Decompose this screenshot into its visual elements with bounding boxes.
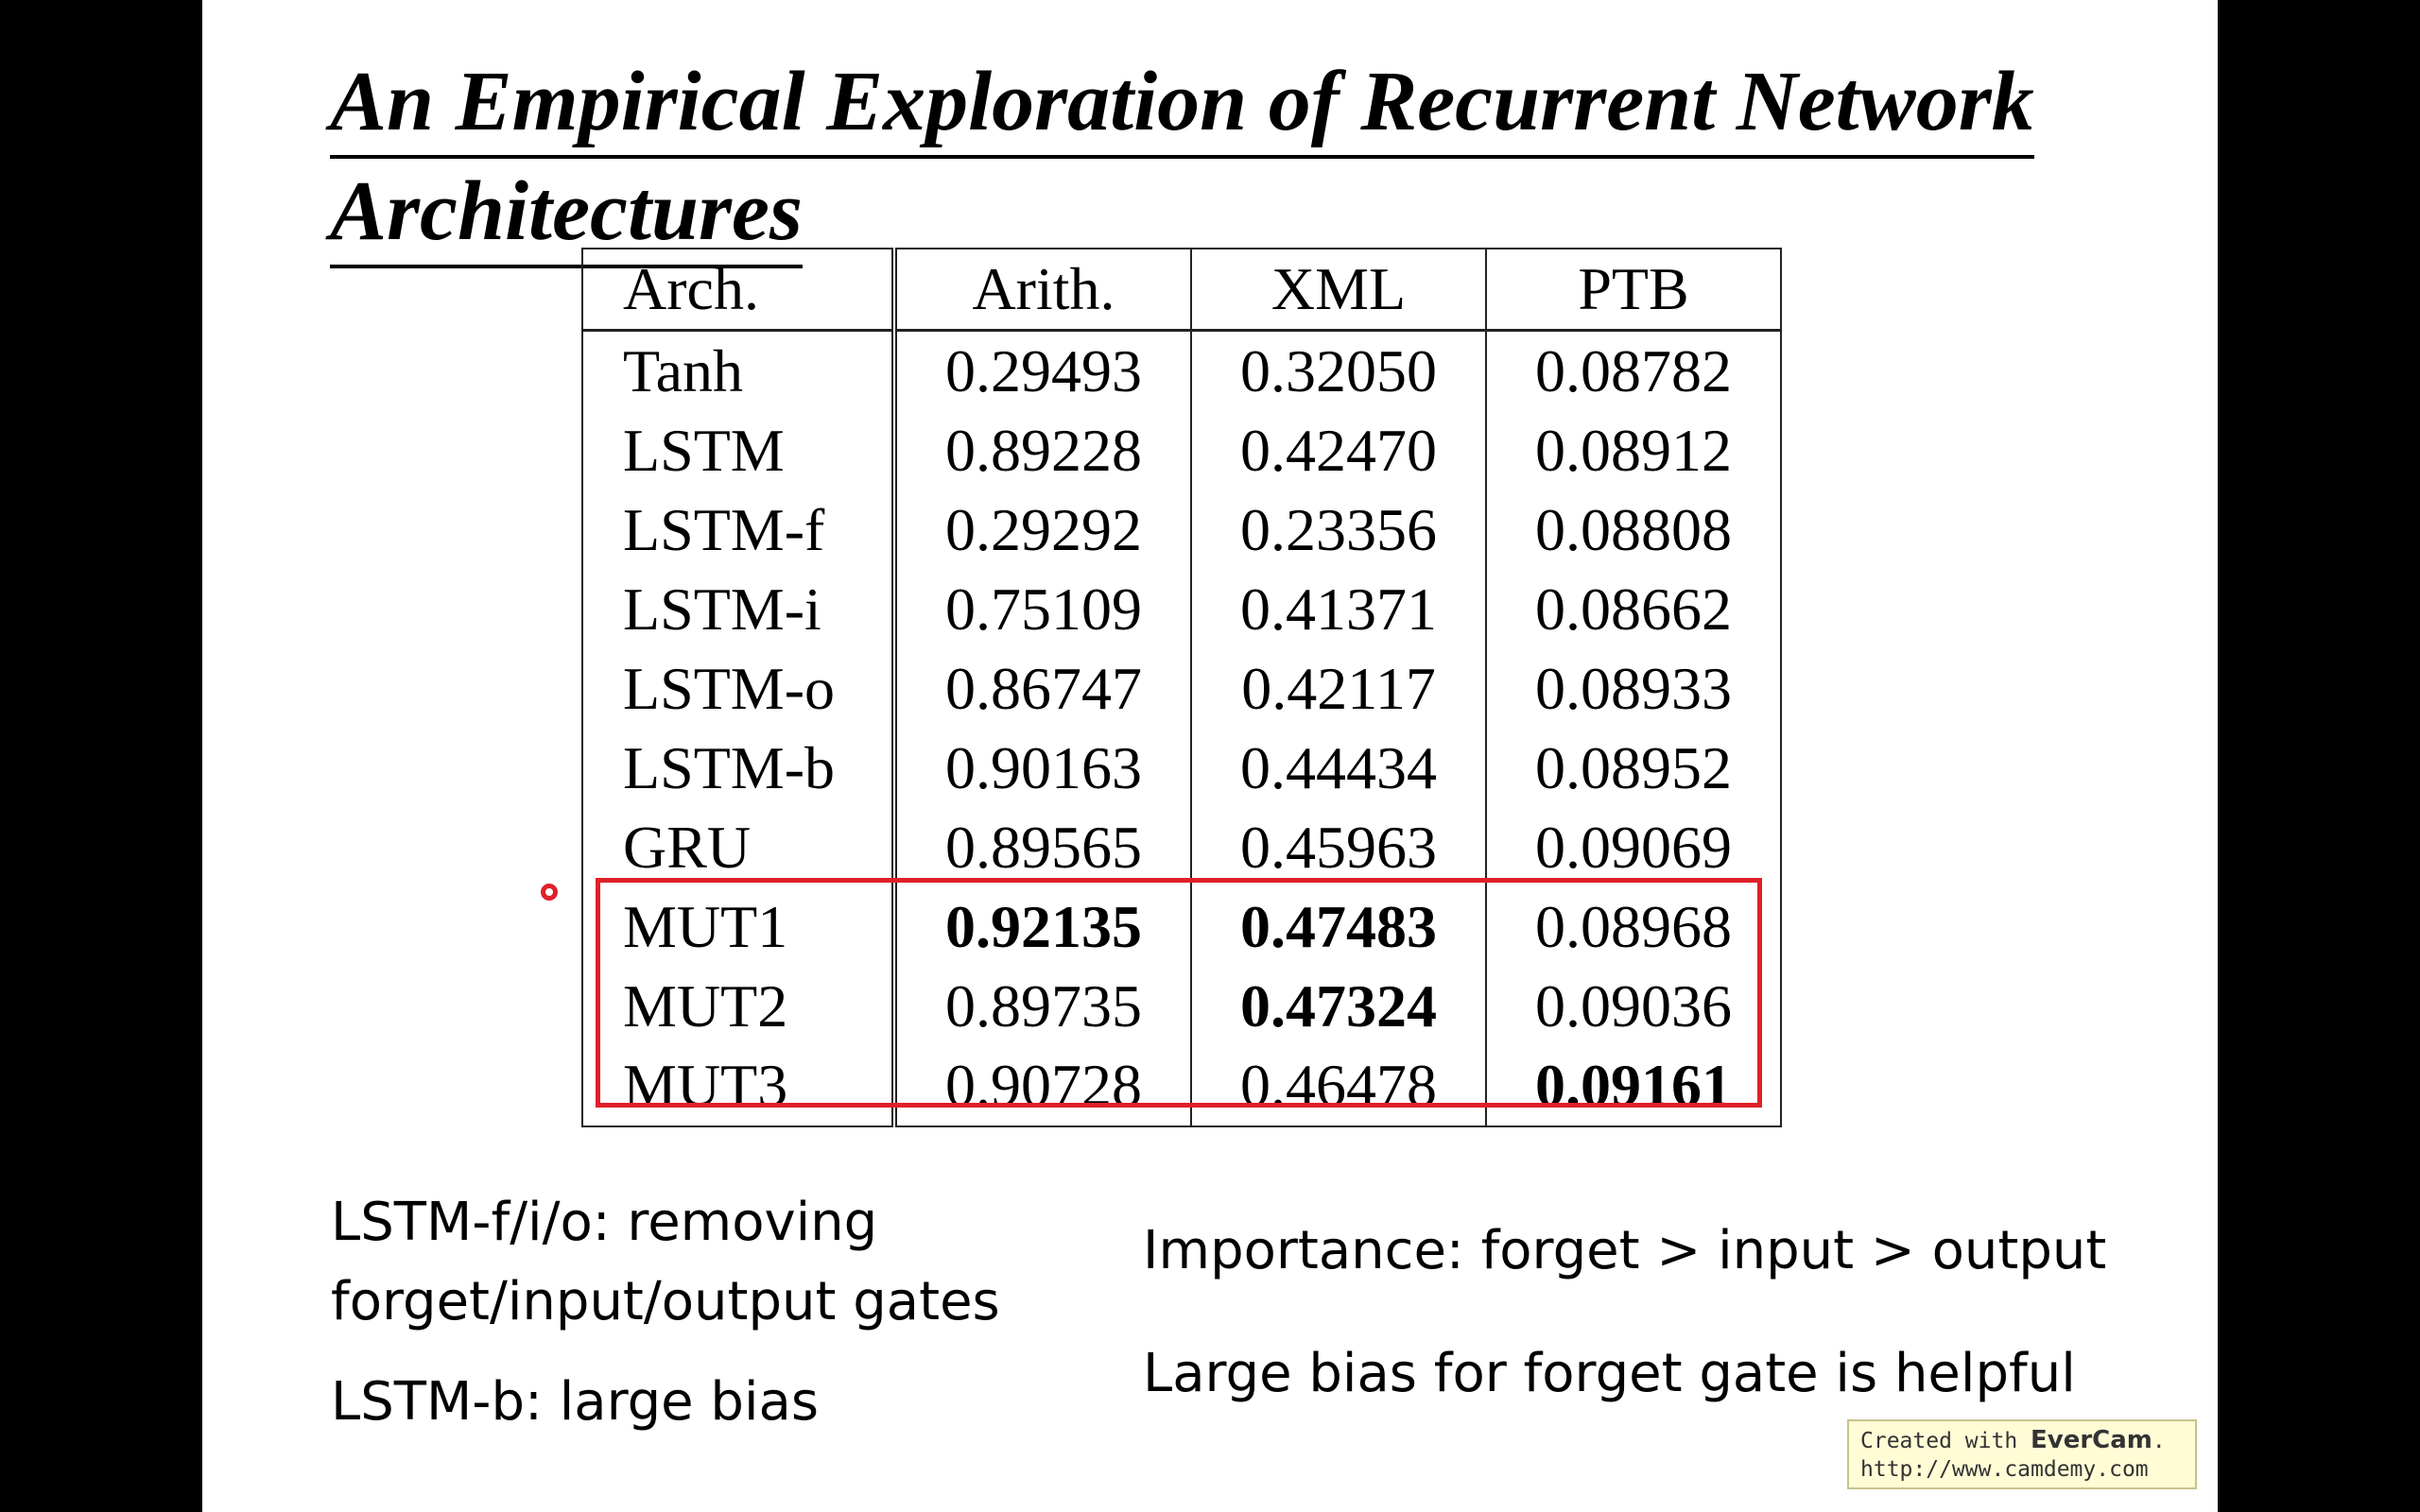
cell-arch: LSTM-o [582,649,897,729]
table-row: LSTM-f 0.29292 0.23356 0.08808 [582,490,1781,570]
note-lstm-bias: LSTM-b: large bias [331,1371,820,1433]
table-row: LSTM-b 0.90163 0.44434 0.08952 [582,729,1781,808]
table-row: Tanh 0.29493 0.32050 0.08782 [582,330,1781,411]
watermark-prefix: Created with [1860,1429,2031,1453]
table-row: GRU 0.89565 0.45963 0.09069 [582,808,1781,887]
watermark-url: http://www.camdemy.com [1860,1457,2149,1482]
table-row: LSTM 0.89228 0.42470 0.08912 [582,411,1781,490]
cell-ptb: 0.08968 [1485,887,1781,967]
table-row: MUT2 0.89735 0.47324 0.09036 [582,967,1781,1046]
slide-title: An Empirical Exploration of Recurrent Ne… [330,49,2126,268]
note-lstm-gates-line-1: LSTM-f/i/o: removing [331,1192,878,1253]
watermark-suffix: . [2152,1429,2166,1453]
cell-xml: 0.47483 [1190,887,1486,967]
cell-xml: 0.32050 [1190,330,1486,411]
cell-xml: 0.23356 [1190,490,1486,570]
cell-ptb: 0.09069 [1485,808,1781,887]
cell-xml: 0.42117 [1190,649,1486,729]
note-lstm-gates: LSTM-f/i/o: removing forget/input/output… [331,1183,1000,1342]
pointer-dot-icon [541,884,558,901]
table-row: LSTM-o 0.86747 0.42117 0.08933 [582,649,1781,729]
cell-xml: 0.42470 [1190,411,1486,490]
cell-ptb: 0.08782 [1485,330,1781,411]
header-xml: XML [1190,249,1486,332]
note-forget-bias: Large bias for forget gate is helpful [1143,1343,2076,1404]
slide: An Empirical Exploration of Recurrent Ne… [202,0,2218,1512]
table-header-row: Arch. Arith. XML PTB [582,249,1781,332]
title-line-1: An Empirical Exploration of Recurrent Ne… [330,49,2034,159]
table-row: MUT1 0.92135 0.47483 0.08968 [582,887,1781,967]
cell-arch: LSTM-b [582,729,897,808]
cell-arch: LSTM [582,411,897,490]
cell-arith: 0.92135 [945,893,1142,960]
cell-arch: MUT1 [582,887,897,967]
cell-ptb: 0.08952 [1485,729,1781,808]
cell-xml: 0.44434 [1190,729,1486,808]
cell-arch: Tanh [582,330,897,411]
cell-arch: LSTM-i [582,570,897,649]
title-line-2: Architectures [330,159,804,268]
cell-ptb: 0.08912 [1485,411,1781,490]
table-row: LSTM-i 0.75109 0.41371 0.08662 [582,570,1781,649]
cell-xml: 0.45963 [1190,808,1486,887]
cell-ptb: 0.08662 [1485,570,1781,649]
results-table: Arch. Arith. XML PTB Tanh 0.29493 0.32050 0… [581,248,1782,1127]
table-body: Tanh 0.29493 0.32050 0.08782 LSTM 0.89228 0.42… [582,330,1781,1126]
header-arith: Arith. [894,249,1191,332]
cell-arith: 0.29292 [945,496,1142,563]
cell-xml: 0.47324 [1190,967,1486,1046]
cell-arith: 0.90163 [945,734,1142,801]
cell-arith: 0.89565 [945,814,1142,881]
cell-arith: 0.89228 [945,417,1142,484]
note-lstm-gates-line-2: forget/input/output gates [331,1271,1000,1332]
watermark-brand: EverCam [2031,1426,2152,1454]
cell-ptb: 0.08808 [1485,490,1781,570]
cell-arith: 0.89735 [945,972,1142,1040]
cell-ptb: 0.09036 [1485,967,1781,1046]
cell-arith: 0.86747 [945,655,1142,722]
header-arch: Arch. [582,249,897,332]
cell-arith: 0.75109 [945,576,1142,643]
header-ptb: PTB [1485,249,1781,332]
watermark-line-1: Created with EverCam. [1860,1426,2184,1455]
cell-xml: 0.41371 [1190,570,1486,649]
cell-arch: LSTM-f [582,490,897,570]
cell-arch: GRU [582,808,897,887]
cell-ptb: 0.08933 [1485,649,1781,729]
cell-arch: MUT2 [582,967,897,1046]
highlight-box-mut-rows [596,878,1762,1108]
cell-arith: 0.29493 [945,337,1142,404]
note-importance: Importance: forget > input > output [1143,1220,2107,1281]
evercam-watermark: Created with EverCam. http://www.camdemy… [1847,1419,2197,1489]
